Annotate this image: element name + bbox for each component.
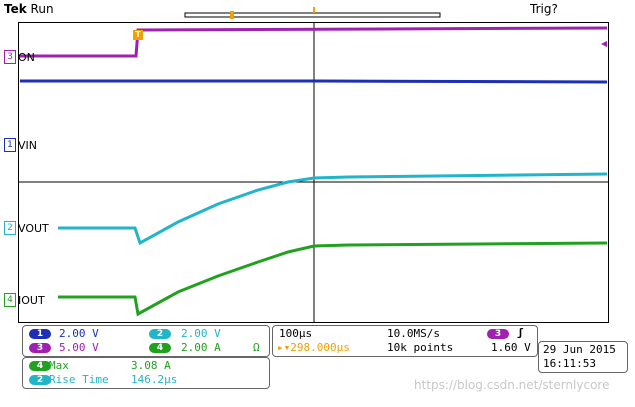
trigger-level: 1.60 V	[491, 341, 531, 354]
ch4-label: 4 IOUT	[4, 293, 45, 307]
trigger-level-marker	[601, 41, 607, 47]
brand-label: Tek Run	[4, 2, 54, 16]
ch4-coupling: Ω	[253, 341, 260, 354]
measurement-ch-badge: 2	[29, 375, 51, 385]
ch2-number: 2	[4, 221, 16, 235]
channel-scale-panel[interactable]: 1 2.00 V 2 2.00 V 3 5.00 V 4 2.00 A Ω	[22, 325, 270, 357]
ch2-badge: 2	[149, 329, 171, 339]
ch4-number: 4	[4, 293, 16, 307]
ch2-trace	[58, 172, 608, 246]
ch3-scale: 5.00 V	[59, 341, 99, 354]
ch3-number: 3	[4, 50, 16, 64]
watermark-text: https://blog.csdn.net/sternlycore	[414, 378, 610, 392]
waveform-display[interactable]	[18, 22, 610, 324]
ch4-scale: 2.00 A	[181, 341, 221, 354]
trigger-source-badge: 3	[487, 329, 509, 339]
measurement-ch-badge: 4	[29, 361, 51, 371]
date-label: 29 Jun 2015	[543, 343, 616, 356]
ch3-trace	[20, 26, 608, 58]
ch3-badge: 3	[29, 343, 51, 353]
ch1-scale: 2.00 V	[59, 327, 99, 340]
time-per-div: 100µs	[279, 327, 313, 340]
trigger-slope-icon: ʃ	[517, 326, 524, 339]
measurement-label: Rise Time	[49, 373, 109, 386]
timebase-panel[interactable]: 100µs 10.0MS/s 3 ʃ ▸▾298.000µs 10k point…	[272, 325, 538, 357]
measurement-label: Max	[49, 359, 69, 372]
record-length: 10k points	[387, 341, 454, 354]
measurement-value: 3.08 A	[131, 359, 171, 372]
time-label: 16:11:53	[543, 357, 596, 370]
trigger-offset: ▸▾298.000µs	[277, 341, 350, 354]
sample-rate: 10.0MS/s	[387, 327, 440, 340]
ch2-scale: 2.00 V	[181, 327, 221, 340]
ch4-trace	[58, 241, 608, 317]
measurements-panel[interactable]: 4 Max 3.08 A 2 Rise Time 146.2µs	[22, 357, 270, 389]
ch2-label: 2 VOUT	[4, 221, 49, 235]
measurement-value: 146.2µs	[131, 373, 178, 386]
ch4-badge: 4	[149, 343, 171, 353]
trigger-status: Trig?	[530, 2, 558, 16]
ch1-label: 1 VIN	[4, 138, 37, 152]
run-status: Run	[30, 2, 54, 16]
datetime-panel: 29 Jun 2015 16:11:53	[538, 341, 628, 373]
trigger-position-marker[interactable]: T	[133, 30, 143, 40]
ch1-number: 1	[4, 138, 16, 152]
record-view-bar[interactable]	[180, 6, 445, 22]
ch1-badge: 1	[29, 329, 51, 339]
ch1-trace	[20, 79, 608, 84]
ch3-label: 3 ON	[4, 50, 35, 64]
